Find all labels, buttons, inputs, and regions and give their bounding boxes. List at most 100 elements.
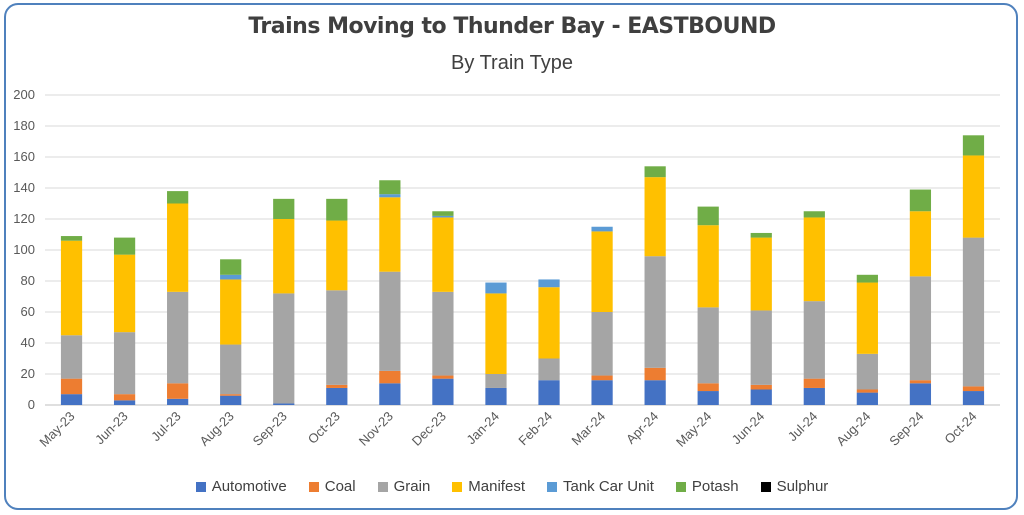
legend-swatch: [377, 481, 388, 492]
bar-segment-coal: [60, 378, 83, 395]
bar-segment-potash: [113, 237, 136, 255]
y-tick-label: 0: [28, 397, 35, 412]
bar-segment-potash: [697, 206, 719, 226]
bar-segment-coal: [379, 370, 401, 384]
bar-segment-automotive: [432, 378, 454, 405]
x-tick-label: May-23: [36, 409, 77, 450]
bar-segment-grain: [432, 291, 454, 376]
bar-segment-grain: [379, 271, 401, 371]
legend-item: Automotive: [195, 478, 287, 495]
x-tick-label: Oct-24: [941, 409, 979, 447]
bar-segment-coal: [697, 383, 719, 392]
bar-segment-manifest: [60, 240, 83, 336]
bar-segment-grain: [220, 344, 242, 395]
bar-segment-coal: [962, 386, 985, 392]
bar-segment-potash: [962, 135, 985, 156]
bars: [60, 135, 985, 405]
bar-segment-automotive: [591, 380, 613, 405]
bar-segment-grain: [326, 290, 348, 385]
x-tick-label: Apr-24: [623, 409, 661, 447]
legend-swatch: [547, 481, 557, 492]
legend-label: Tank Car Unit: [563, 478, 654, 495]
bar-segment-potash: [220, 259, 242, 275]
y-tick-label: 120: [13, 211, 35, 226]
bar-segment-coal: [220, 394, 242, 396]
bar-segment-automotive: [750, 389, 772, 405]
bar-segment-potash: [326, 198, 348, 221]
gridlines: [45, 94, 1000, 406]
y-tick-label: 60: [21, 304, 35, 319]
bar-segment-manifest: [538, 287, 560, 359]
x-tick-label: Dec-23: [409, 409, 449, 449]
legend-item: Coal: [308, 478, 356, 495]
x-tick-label: Jan-24: [463, 409, 502, 448]
legend-item: Tank Car Unit: [547, 478, 654, 495]
bar-segment-coal: [803, 378, 825, 388]
y-tick-label: 140: [13, 180, 35, 195]
y-tick-label: 200: [13, 87, 35, 102]
bar-segment-potash: [167, 191, 189, 204]
x-tick-label: Jul-23: [148, 409, 184, 445]
x-tick-label: May-24: [673, 409, 714, 450]
bar-segment-automotive: [379, 383, 401, 405]
bar-segment-automotive: [803, 387, 825, 405]
y-axis: 0 20 40 60 80 100 120 140 160 180 200: [13, 87, 35, 412]
legend-label: Coal: [324, 478, 356, 495]
bar-segment-tank-car-unit: [432, 215, 454, 218]
bar-segment-automotive: [273, 403, 295, 405]
bar-segment-grain: [750, 310, 772, 385]
legend-swatch: [308, 481, 319, 492]
bar-segment-manifest: [485, 293, 507, 374]
bar-segment-tank-car-unit: [220, 274, 242, 280]
bar-segment-coal: [113, 394, 136, 401]
bar-segment-manifest: [113, 254, 136, 333]
bar-segment-manifest: [644, 177, 666, 257]
bar-segment-coal: [432, 375, 454, 379]
bar-segment-grain: [856, 353, 878, 390]
bar-segment-automotive: [167, 398, 189, 405]
bar-segment-manifest: [591, 231, 613, 312]
bar-segment-manifest: [220, 279, 242, 345]
bar-segment-coal: [326, 384, 348, 388]
bar-segment-grain: [909, 276, 932, 381]
bar-segment-tank-car-unit: [591, 226, 613, 232]
bar-segment-manifest: [962, 155, 985, 238]
bar-segment-grain: [273, 293, 295, 404]
legend-item: Potash: [675, 478, 739, 495]
bar-segment-manifest: [909, 211, 932, 277]
bar-segment-automotive: [856, 392, 878, 405]
legend-label: Potash: [691, 478, 739, 495]
x-tick-label: Aug-24: [833, 409, 873, 449]
bar-segment-manifest: [432, 217, 454, 292]
bar-segment-manifest: [379, 197, 401, 272]
y-tick-label: 100: [13, 242, 35, 257]
bar-segment-automotive: [909, 383, 932, 405]
bar-segment-manifest: [326, 220, 348, 291]
bar-segment-manifest: [273, 219, 295, 294]
bar-segment-potash: [856, 274, 878, 283]
x-tick-label: Mar-24: [568, 409, 608, 449]
bar-segment-grain: [697, 307, 719, 384]
bar-segment-manifest: [167, 203, 189, 292]
legend-item: Manifest: [452, 478, 525, 495]
bar-segment-grain: [803, 301, 825, 379]
y-tick-label: 160: [13, 149, 35, 164]
bar-segment-potash: [644, 166, 666, 178]
x-tick-label: Jul-24: [785, 409, 821, 445]
bar-segment-automotive: [60, 394, 83, 405]
bar-segment-coal: [856, 389, 878, 393]
bar-segment-grain: [60, 335, 83, 379]
bar-segment-coal: [750, 384, 772, 390]
x-tick-label: Jun-24: [729, 409, 768, 448]
bar-segment-automotive: [113, 400, 136, 405]
y-tick-label: 20: [21, 366, 35, 381]
bar-segment-automotive: [644, 380, 666, 405]
bar-segment-grain: [538, 358, 560, 381]
bar-segment-coal: [591, 375, 613, 381]
legend-swatch: [675, 481, 686, 492]
bar-segment-tank-car-unit: [538, 279, 560, 288]
bar-segment-potash: [909, 189, 932, 212]
bar-segment-manifest: [750, 237, 772, 311]
legend-item: Grain: [377, 478, 430, 495]
